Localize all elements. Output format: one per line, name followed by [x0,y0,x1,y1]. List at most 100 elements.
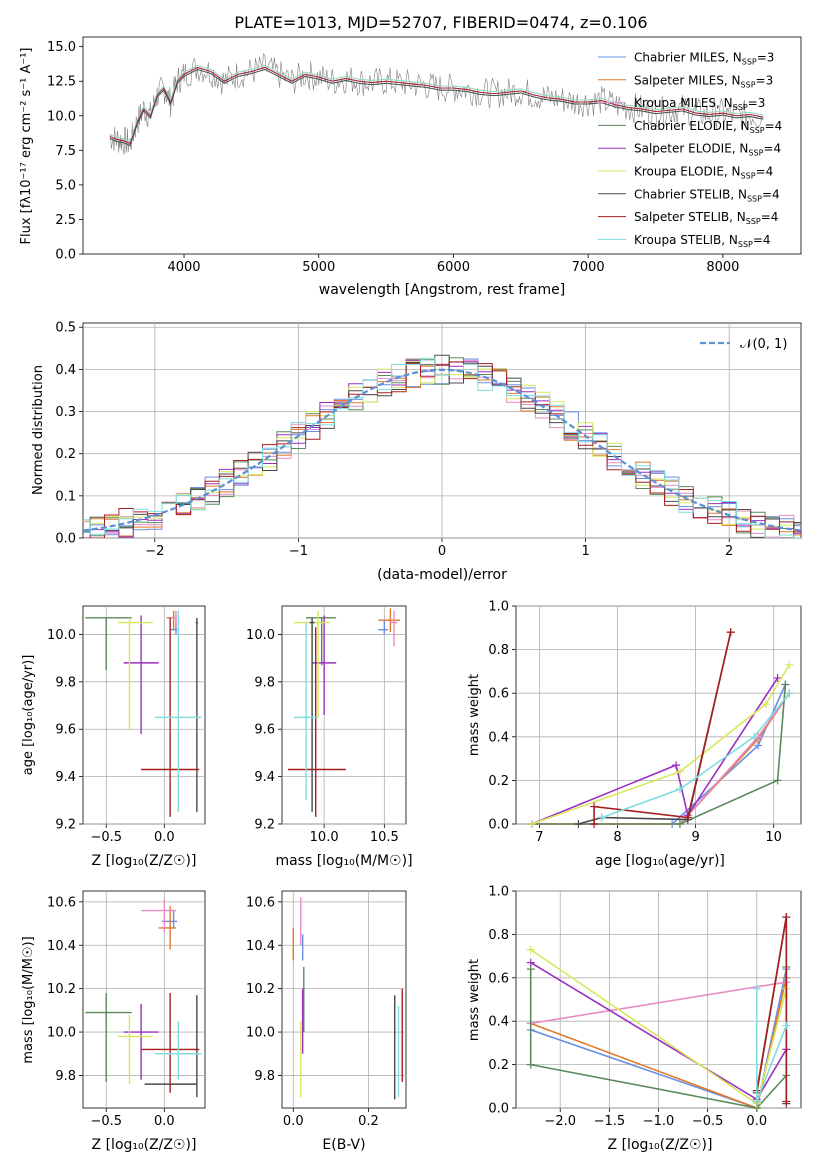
x-tick-label: −1.0 [643,1114,675,1129]
mass-z-plot-area [82,890,206,1109]
mass-weight-marker [590,820,599,828]
x-tick-label: 7000 [572,260,605,275]
y-tick-label: 0.0 [55,248,76,263]
observed-spectrum-line [109,52,763,155]
y-tick-label: 0.5 [55,321,76,336]
y-tick-label: 9.8 [254,675,275,690]
mass-weight-line [601,692,790,819]
mw-age-ylabel: mass weight [467,674,482,756]
spectrum-xlabel: wavelength [Angstrom, rest frame] [319,282,565,298]
mass-weight-line [531,692,790,825]
y-tick-label: 0.4 [488,1015,509,1030]
x-tick-label: 7 [535,830,543,845]
mass-vs-metallicity-panel: −0.5 0.0 9.8 10.0 10.2 10.4 10.6 Z [log₁₀(Z/Z☉… [21,890,206,1153]
x-tick-label: 0.0 [154,1114,175,1129]
mass-weight-marker [574,820,583,828]
y-tick-label: 9.2 [55,818,76,833]
y-tick-label: 0.8 [488,928,509,943]
y-tick-label: 0.1 [55,489,76,504]
mass-weight-marker [752,984,761,993]
x-tick-label: 9 [691,830,699,845]
x-tick-label: 0.0 [283,1114,304,1129]
residual-histogram [83,357,801,538]
x-tick-label: 1 [581,544,589,559]
y-tick-label: 1.0 [488,885,509,900]
x-tick-label: 10.0 [310,830,339,845]
x-tick-label: 10 [765,830,782,845]
x-tick-label: −0.5 [90,830,122,845]
mass-weight-marker [773,776,782,785]
y-tick-label: 9.8 [55,675,76,690]
spectrum-panel: PLATE=1013, MJD=52707, FIBERID=0474, z=0… [19,13,802,298]
age-vs-mass-panel: 10.0 10.5 9.2 9.4 9.6 9.8 10.0 mass [log₁₀(M/M… [246,605,413,869]
y-tick-label: 10.2 [246,982,275,997]
age-mass-plot-area [281,605,407,825]
mw-age-xlabel: age [log₁₀(age/yr)] [595,853,725,869]
mass-weight-marker [752,1097,761,1106]
y-tick-label: 9.6 [254,723,275,738]
y-tick-label: 9.8 [55,1069,76,1084]
mass-weight-marker [527,820,536,828]
y-tick-label: 10.2 [47,982,76,997]
x-tick-label: −0.5 [692,1114,724,1129]
y-tick-label: 15.0 [47,40,76,55]
y-tick-label: 10.0 [47,1026,76,1041]
legend-label: Chabrier MILES, NSSP=3 [634,51,774,67]
mass-weight-line [530,981,787,1025]
y-tick-label: 0.2 [55,447,76,462]
x-tick-label: −1 [289,544,308,559]
y-tick-label: 12.5 [47,75,76,90]
mass-weight-marker [675,820,684,828]
mass-weight-marker [590,802,599,811]
mass-weight-line [531,684,787,825]
y-tick-label: 10.0 [246,1026,275,1041]
mass-weight-marker [726,628,735,637]
mass-weight-vs-age-panel: 7 8 9 10 0.0 0.2 0.4 0.6 0.8 1.0 age [log₁₀(age/y… [467,600,802,869]
mass-weight-marker [526,1060,535,1069]
residual-legend: 𝒩(0, 1) [700,337,787,352]
y-tick-label: 0.2 [488,1058,509,1073]
mass-weight-vs-metallicity-panel: −2.0 −1.5 −1.0 −0.5 0.0 0.0 0.2 0.4 0.6 0.8 1.0 Z … [467,885,802,1153]
mass-weight-marker [773,673,782,682]
residual-panel: −2 −1 0 1 2 0.0 0.1 0.2 0.3 0.4 0.5 𝒩(0, 1) (data-… [31,321,802,583]
mass-weight-marker [597,813,606,822]
legend-label: Chabrier STELIB, NSSP=4 [634,187,780,203]
mass-weight-marker [750,732,759,741]
legend-label: Salpeter MILES, NSSP=3 [634,73,773,89]
mass-weight-marker [782,1097,791,1106]
spectrum-legend: Chabrier MILES, NSSP=3 Salpeter MILES, NS… [598,51,782,249]
x-tick-label: 0.0 [746,1114,767,1129]
mass-weight-line [531,692,790,825]
x-tick-label: 10.5 [370,830,399,845]
y-tick-label: 10.0 [47,109,76,124]
x-tick-label: −0.5 [90,1114,122,1129]
y-tick-label: 10.4 [47,939,76,954]
mass-ebv-xlabel: E(B-V) [322,1137,365,1153]
y-tick-label: 0.0 [488,1102,509,1117]
y-tick-label: 9.4 [254,770,275,785]
y-tick-label: 1.0 [488,600,509,615]
y-tick-label: 9.8 [254,1069,275,1084]
mass-ebv-plot-area [281,890,407,1109]
y-tick-label: 0.0 [488,818,509,833]
x-tick-label: 4000 [167,260,200,275]
x-tick-label: −2.0 [544,1114,576,1129]
y-tick-label: 0.3 [55,405,76,420]
y-tick-label: 0.4 [55,363,76,378]
x-tick-label: 8000 [706,260,739,275]
model-spectrum-line [109,64,764,143]
y-tick-label: 2.5 [55,213,76,228]
x-tick-label: 2 [725,544,733,559]
legend-label: Kroupa ELODIE, NSSP=4 [634,165,773,181]
y-tick-label: 9.4 [55,770,76,785]
mass-weight-marker [683,813,692,822]
legend-label: Kroupa STELIB, NSSP=4 [634,233,771,249]
mass-vs-extinction-panel: 0.0 0.2 9.8 10.0 10.2 10.4 10.6 E(B-V) [246,890,407,1153]
normal-curve [83,368,801,532]
mass-weight-marker [785,660,794,669]
y-tick-label: 7.5 [55,144,76,159]
mass-weight-line [531,664,790,825]
legend-label: Salpeter STELIB, NSSP=4 [634,210,778,226]
mass-weight-marker [526,958,535,967]
x-tick-label: −1.5 [594,1114,626,1129]
